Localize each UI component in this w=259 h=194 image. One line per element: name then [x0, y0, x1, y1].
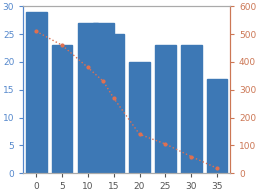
- Bar: [155, 45, 176, 173]
- Bar: [103, 34, 124, 173]
- Bar: [181, 45, 202, 173]
- Bar: [77, 23, 98, 173]
- Bar: [93, 23, 114, 173]
- Bar: [207, 79, 227, 173]
- Bar: [52, 45, 72, 173]
- Bar: [26, 12, 47, 173]
- Bar: [129, 62, 150, 173]
